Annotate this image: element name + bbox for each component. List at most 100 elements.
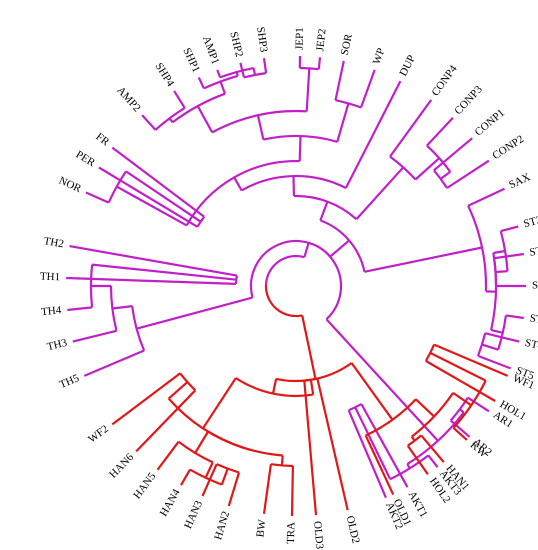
leaf-branch [420,434,445,463]
leaf-label: ST2 [532,280,538,292]
internal-branch [116,185,188,227]
leaf-label: SHP4 [153,61,177,90]
leaf-branch [360,403,409,488]
leaf-label: HAN3 [182,499,205,531]
leaf-branch [364,435,395,495]
leaf-label: TH2 [43,235,65,250]
internal-branch [305,68,311,112]
internal-branch [256,114,265,140]
leaf-label: CONP3 [452,83,485,117]
internal-branch [493,249,506,255]
clade-arc [249,239,343,321]
internal-branch [350,362,394,421]
internal-branch [452,391,472,407]
leaf-branch [227,472,241,507]
clade-arc [389,155,417,181]
leaf-branch [446,159,490,189]
internal-branch [271,378,278,394]
leaf-label: NOR [57,175,84,196]
internal-branch [280,455,284,466]
internal-branch [481,343,499,351]
leaf-label: CONP2 [490,133,526,162]
root-arc [264,284,303,318]
internal-branch [336,103,350,143]
clade-arc [263,134,338,143]
leaf-label: TH4 [41,304,63,318]
internal-branch [415,398,435,418]
leaf-label: TH3 [46,337,69,354]
leaf-label: TRA [285,522,297,544]
internal-branch [429,351,487,382]
clade-arc [407,434,423,447]
clade-arc [177,440,214,464]
leaf-branch [173,90,186,109]
leaf-branch [111,372,181,426]
clade-arc [89,264,94,308]
leaf-label: WF2 [86,423,111,446]
internal-branch [219,81,227,95]
leaf-label: HAN5 [131,470,159,501]
leaf-branch [477,354,512,370]
clade-arc [171,92,226,124]
clade-arc [365,398,417,437]
clade-arc [241,174,347,192]
internal-branch [490,329,504,334]
leaf-label: CONP1 [473,107,507,139]
leaf-branch [180,469,191,486]
internal-branch [298,136,302,162]
internal-branch [354,406,392,480]
leaf-branch [433,137,473,172]
clade-arc [389,454,430,481]
leaf-branch [500,225,519,233]
leaf-branch [452,427,468,441]
internal-branch [355,166,405,220]
leaf-label: OLD2 [344,515,362,545]
leaf-branch [201,463,218,497]
internal-branch [329,239,350,258]
internal-branch [252,67,257,76]
internal-branch [303,242,310,258]
internal-branch [319,201,329,221]
leaf-branch [262,464,272,514]
leaf-label: FR [93,131,111,149]
leaf-branch [156,441,180,471]
leaf-label: SAX [507,171,532,191]
clade-arc [335,99,362,109]
tree-branches [66,55,526,517]
leaf-label: ST4 [524,337,538,353]
leaf-branch [69,245,238,277]
leaf-branch [389,99,433,158]
leaf-label: PER [74,149,98,170]
leaf-branch [347,409,387,499]
clade-arc [203,74,238,90]
clade-arc [452,380,487,429]
internal-branch [91,263,237,281]
clade-arc [189,468,223,486]
clade-arc [131,305,146,351]
internal-branch [196,105,214,133]
clade-arc [293,194,358,221]
clade-arc [493,258,498,287]
leaf-branch [425,360,496,402]
leaf-label: TH1 [40,271,61,284]
leaf-branch [303,380,318,516]
leaf-branch [141,114,157,131]
internal-branch [414,157,440,181]
leaf-branch [493,252,524,260]
clade-arc [154,106,186,131]
internal-branch [495,270,508,274]
clade-arc [411,392,455,438]
internal-branch [167,381,189,400]
leaf-branch [467,187,505,207]
internal-branch [364,246,483,273]
internal-branch [220,468,229,485]
leaf-branch [467,396,490,413]
leaf-branch [197,77,205,89]
leaf-branch [427,454,439,468]
clade-arc [234,275,238,284]
clade-arc [270,463,293,468]
leaf-branch [83,349,145,377]
internal-branch [440,170,451,180]
